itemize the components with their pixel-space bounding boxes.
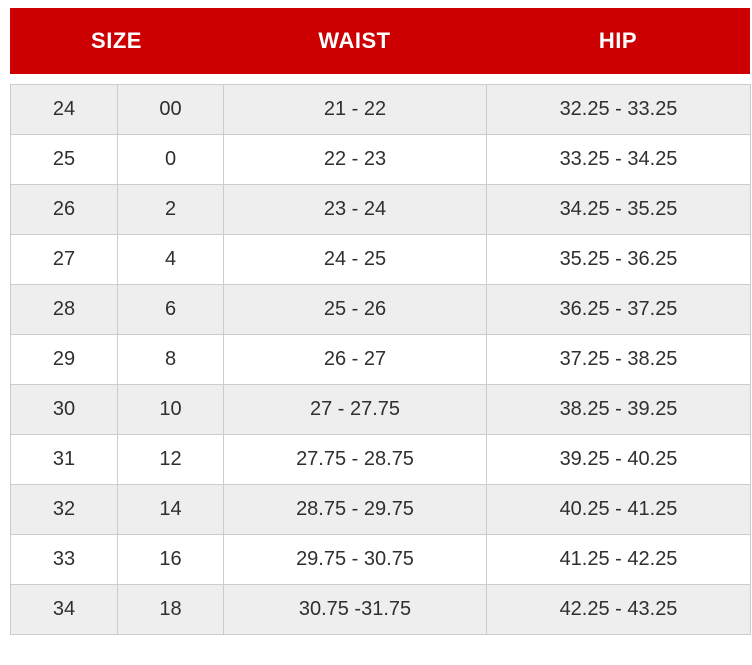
table-row: 27 4 24 - 25 35.25 - 36.25 [10,234,751,285]
cell-size-alpha: 18 [117,584,224,635]
cell-waist: 21 - 22 [223,84,487,135]
cell-hip: 40.25 - 41.25 [486,484,751,535]
cell-size-numeric: 34 [10,584,118,635]
cell-hip: 39.25 - 40.25 [486,434,751,485]
table-row: 33 16 29.75 - 30.75 41.25 - 42.25 [10,534,751,585]
cell-hip: 42.25 - 43.25 [486,584,751,635]
cell-size-numeric: 32 [10,484,118,535]
cell-size-alpha: 16 [117,534,224,585]
cell-waist: 27.75 - 28.75 [223,434,487,485]
cell-hip: 35.25 - 36.25 [486,234,751,285]
cell-hip: 36.25 - 37.25 [486,284,751,335]
size-chart: SIZE WAIST HIP 24 00 21 - 22 32.25 - 33.… [10,8,751,635]
header-size: SIZE [91,28,142,53]
cell-size-alpha: 00 [117,84,224,135]
cell-waist: 29.75 - 30.75 [223,534,487,585]
cell-hip: 33.25 - 34.25 [486,134,751,185]
cell-size-alpha: 14 [117,484,224,535]
cell-waist: 26 - 27 [223,334,487,385]
cell-size-numeric: 26 [10,184,118,235]
cell-size-numeric: 29 [10,334,118,385]
cell-hip: 38.25 - 39.25 [486,384,751,435]
table-row: 32 14 28.75 - 29.75 40.25 - 41.25 [10,484,751,535]
header-waist: WAIST [318,28,391,53]
cell-size-alpha: 2 [117,184,224,235]
cell-waist: 24 - 25 [223,234,487,285]
cell-size-numeric: 27 [10,234,118,285]
table-row: 24 00 21 - 22 32.25 - 33.25 [10,84,751,135]
table-row: 31 12 27.75 - 28.75 39.25 - 40.25 [10,434,751,485]
cell-waist: 28.75 - 29.75 [223,484,487,535]
cell-size-alpha: 6 [117,284,224,335]
cell-hip: 41.25 - 42.25 [486,534,751,585]
table-row: 34 18 30.75 -31.75 42.25 - 43.25 [10,584,751,635]
cell-waist: 25 - 26 [223,284,487,335]
cell-waist: 27 - 27.75 [223,384,487,435]
table-row: 30 10 27 - 27.75 38.25 - 39.25 [10,384,751,435]
cell-waist: 23 - 24 [223,184,487,235]
cell-size-numeric: 31 [10,434,118,485]
table-row: 25 0 22 - 23 33.25 - 34.25 [10,134,751,185]
cell-hip: 37.25 - 38.25 [486,334,751,385]
cell-waist: 30.75 -31.75 [223,584,487,635]
header-hip: HIP [598,28,638,53]
cell-waist: 22 - 23 [223,134,487,185]
cell-size-alpha: 12 [117,434,224,485]
cell-size-alpha: 0 [117,134,224,185]
table-row: 28 6 25 - 26 36.25 - 37.25 [10,284,751,335]
cell-size-alpha: 10 [117,384,224,435]
table-row: 29 8 26 - 27 37.25 - 38.25 [10,334,751,385]
table-row: 26 2 23 - 24 34.25 - 35.25 [10,184,751,235]
cell-size-numeric: 24 [10,84,118,135]
size-chart-table: 24 00 21 - 22 32.25 - 33.25 25 0 22 - 23… [10,84,751,635]
cell-size-alpha: 4 [117,234,224,285]
cell-hip: 34.25 - 35.25 [486,184,751,235]
cell-size-numeric: 30 [10,384,118,435]
cell-hip: 32.25 - 33.25 [486,84,751,135]
cell-size-alpha: 8 [117,334,224,385]
size-chart-header: SIZE WAIST HIP [10,8,750,74]
cell-size-numeric: 33 [10,534,118,585]
cell-size-numeric: 25 [10,134,118,185]
cell-size-numeric: 28 [10,284,118,335]
